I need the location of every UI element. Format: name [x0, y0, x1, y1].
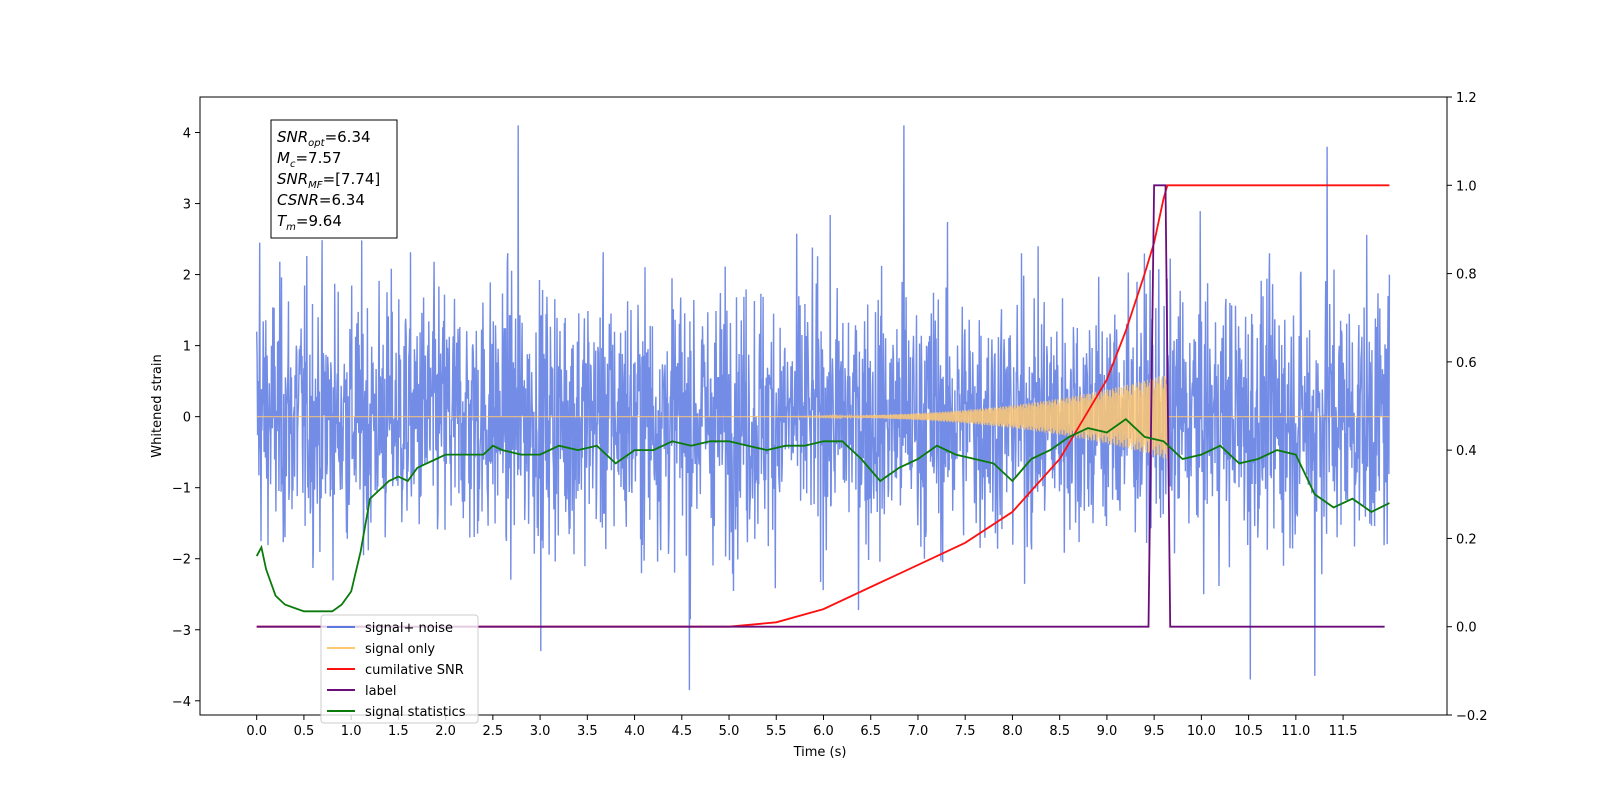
x-tick-label: 5.0 [719, 724, 740, 739]
x-tick-label: 1.0 [341, 724, 362, 739]
y2-tick-label: 0.2 [1456, 532, 1477, 547]
x-tick-label: 3.5 [577, 724, 598, 739]
series-label [256, 184, 1385, 628]
x-tick-label: 1.5 [388, 724, 409, 739]
x-axis: 0.0 0.5 1.0 1.5 2.0 2.5 3.0 3.5 4.0 4.5 5.0 5.5 6.0 6… [246, 715, 1358, 739]
series-signal-noise [256, 125, 1391, 691]
y2-tick-label: 0.8 [1456, 268, 1477, 283]
y-tick-label: 2 [183, 269, 191, 284]
annotation-box-frame [270, 119, 398, 239]
x-tick-label: 2.0 [435, 724, 456, 739]
x-tick-label: 4.5 [671, 724, 692, 739]
y2-tick-label: −0.2 [1456, 709, 1488, 724]
x-tick-label: 5.5 [766, 724, 787, 739]
y-tick-label: −4 [172, 695, 191, 710]
x-tick-label: 7.0 [908, 724, 929, 739]
x-tick-label: 9.5 [1144, 724, 1165, 739]
annotation-line: SNRMF=[7.74] [277, 170, 380, 191]
x-tick-label: 3.0 [530, 724, 551, 739]
series-layer [255, 125, 1391, 691]
x-tick-label: 11.0 [1281, 724, 1310, 739]
y-axis-right: −0.2 0.0 0.2 0.4 0.6 0.8 1.0 1.2 [1447, 91, 1488, 724]
legend-label: signal+ noise [365, 621, 453, 636]
y2-tick-label: 0.4 [1456, 444, 1477, 459]
y-tick-label: 1 [183, 340, 191, 355]
legend-label: label [365, 684, 396, 699]
legend-label: cumilative SNR [365, 663, 464, 678]
x-tick-label: 0.0 [246, 724, 267, 739]
x-tick-label: 8.0 [1002, 724, 1023, 739]
y-tick-label: −2 [172, 553, 191, 568]
legend-label: signal only [365, 642, 435, 657]
y2-tick-label: 0.0 [1456, 621, 1477, 636]
x-axis-label: Time (s) [793, 745, 847, 760]
x-tick-label: 11.5 [1329, 724, 1358, 739]
x-tick-label: 2.5 [483, 724, 504, 739]
y-tick-label: −1 [172, 482, 191, 497]
annotation-line: Tm=9.64 [277, 212, 342, 233]
legend-label: signal statistics [365, 705, 466, 720]
x-tick-label: 10.0 [1187, 724, 1216, 739]
y-axis-left: −4 −3 −2 −1 0 1 2 3 4 [172, 127, 200, 710]
annotation-line: SNRopt=6.34 [277, 128, 371, 149]
y-tick-label: 0 [183, 411, 191, 426]
annotation-line: Mc=7.57 [277, 149, 341, 170]
series-signal-only [256, 376, 1390, 459]
annotation-line: CSNR=6.34 [277, 191, 365, 209]
x-tick-label: 6.0 [813, 724, 834, 739]
series-cumilative-snr [256, 184, 1390, 628]
y-tick-label: 3 [183, 198, 191, 213]
x-tick-label: 6.5 [860, 724, 881, 739]
y2-tick-label: 0.6 [1456, 356, 1477, 371]
x-tick-label: 4.0 [624, 724, 645, 739]
x-tick-label: 0.5 [294, 724, 315, 739]
legend: signal+ noise signal only cumilative SNR la… [320, 614, 479, 724]
y2-tick-label: 1.2 [1456, 91, 1477, 106]
x-tick-label: 10.5 [1234, 724, 1263, 739]
series-signal-statistics [255, 418, 1390, 613]
y-tick-label: −3 [172, 624, 191, 639]
x-tick-label: 7.5 [955, 724, 976, 739]
y-tick-label: 4 [183, 127, 191, 142]
x-tick-label: 8.5 [1049, 724, 1070, 739]
y2-tick-label: 1.0 [1456, 179, 1477, 194]
legend-frame [320, 614, 479, 724]
y-axis-label: Whitened strain [150, 354, 165, 457]
x-tick-label: 9.0 [1097, 724, 1118, 739]
